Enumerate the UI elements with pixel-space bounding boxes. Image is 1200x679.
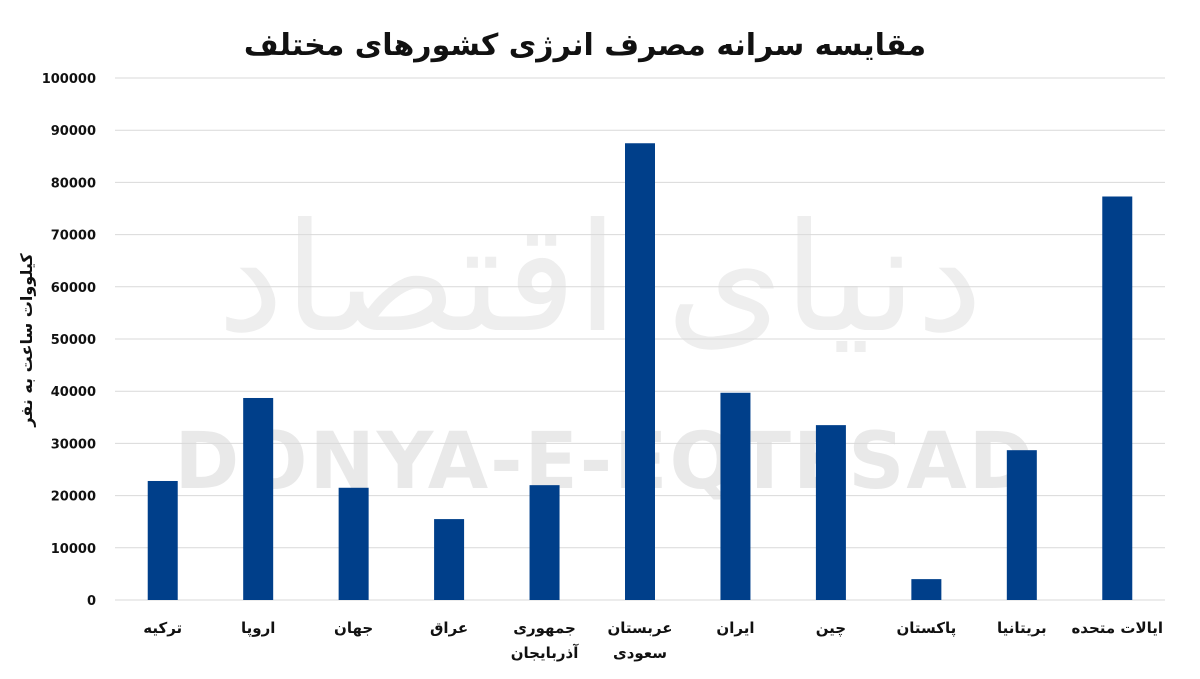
bars (147, 143, 1133, 600)
y-tick-label: 70000 (51, 229, 96, 244)
x-tick-label: ترکیه (143, 619, 182, 637)
bar (720, 392, 751, 600)
y-axis-label: کیلووات ساعت به نفر (17, 253, 36, 428)
x-tick-label: جمهوری (513, 619, 576, 637)
y-tick-label: 100000 (42, 72, 96, 87)
x-tick-label: بریتانیا (997, 619, 1047, 637)
x-tick-label: اروپا (241, 619, 275, 638)
y-tick-label: 0 (87, 594, 96, 609)
x-tick-label: عربستان (607, 619, 672, 637)
y-tick-label: 30000 (51, 437, 96, 452)
bar (338, 487, 369, 600)
x-tick-label: آذربایجان (511, 644, 579, 662)
x-axis-ticks: ترکیه اروپا جهان عراق جمهوری آذربایجان عربستان… (143, 619, 1163, 662)
bar (625, 143, 655, 600)
chart-title: مقایسه سرانه مصرف انرژی کشورهای مختلف (244, 28, 926, 63)
bar (815, 425, 846, 600)
watermark-script: دنیای اقتصاد (217, 192, 983, 366)
x-tick-label: جهان (334, 619, 373, 637)
bar (1006, 450, 1037, 600)
bar (529, 485, 560, 600)
bar (243, 397, 274, 600)
x-tick-label: پاکستان (896, 619, 956, 638)
bar (911, 579, 942, 600)
y-tick-label: 10000 (51, 542, 96, 557)
y-tick-label: 80000 (51, 176, 96, 191)
y-tick-label: 60000 (51, 281, 96, 296)
x-tick-label: سعودی (613, 644, 667, 662)
watermark-latin: DONYA-E-EQTESAD (174, 417, 1035, 507)
x-tick-label: عراق (430, 619, 468, 637)
bar (1102, 196, 1133, 600)
y-tick-label: 90000 (51, 124, 96, 139)
watermark: دنیای اقتصاد DONYA-E-EQTESAD (174, 192, 1035, 507)
y-tick-label: 50000 (51, 333, 96, 348)
y-tick-label: 20000 (51, 490, 96, 505)
x-tick-label: ایران (716, 619, 754, 637)
x-tick-label: ایالات متحده (1071, 619, 1163, 637)
x-tick-label: چین (816, 619, 846, 638)
bar (434, 519, 465, 600)
y-tick-label: 40000 (51, 385, 96, 400)
y-axis-ticks: 0 10000 20000 30000 40000 50000 60000 70000 8000… (42, 72, 96, 609)
bar (147, 480, 178, 600)
